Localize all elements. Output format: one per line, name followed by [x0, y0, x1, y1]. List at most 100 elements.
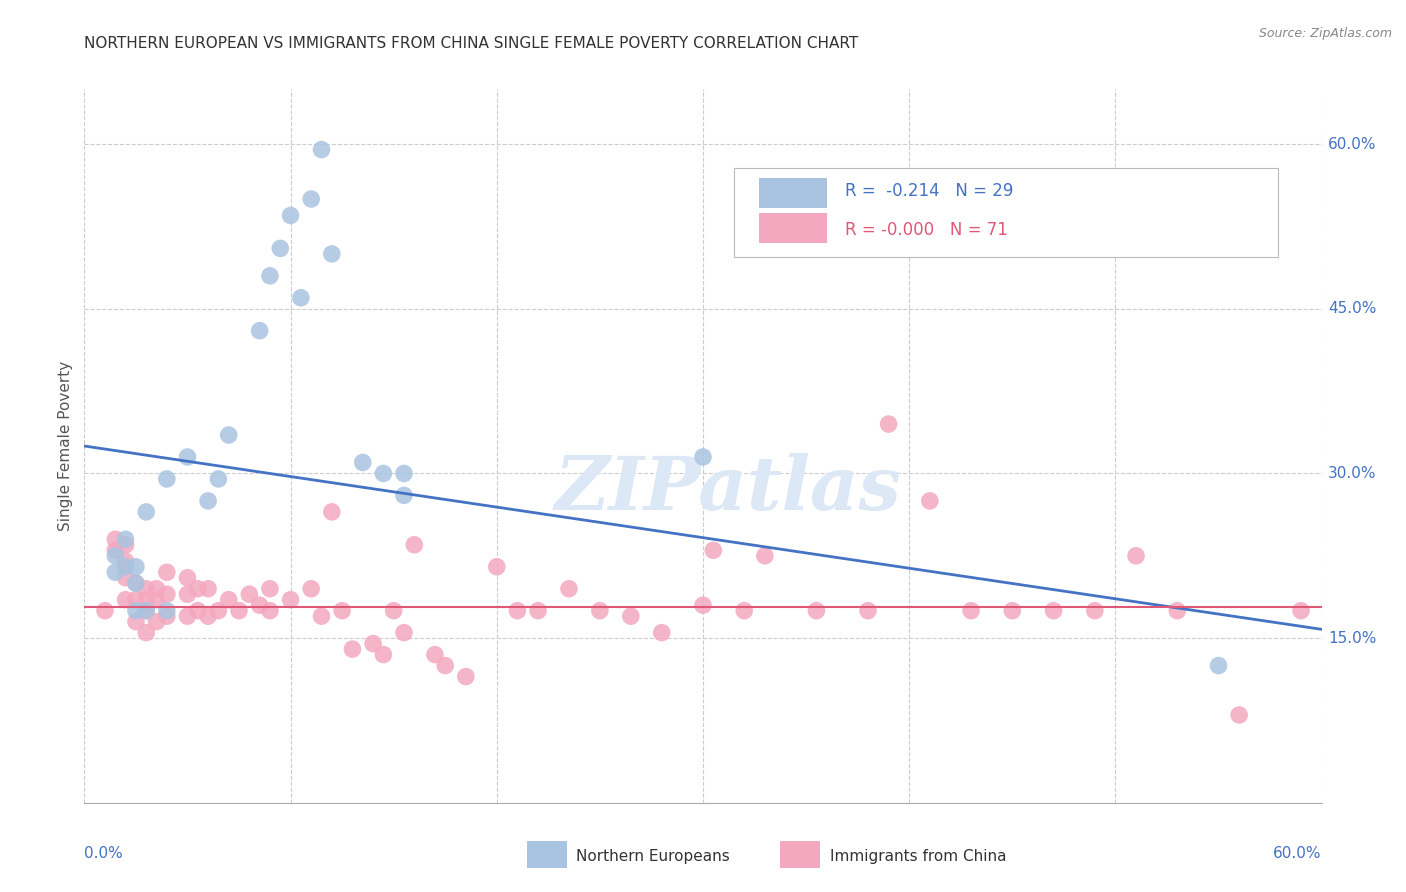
- Point: [135, 592, 157, 607]
- Point: [135, 582, 157, 596]
- Point: [135, 604, 157, 618]
- Point: [176, 609, 198, 624]
- Text: R =  -0.214   N = 29: R = -0.214 N = 29: [845, 182, 1014, 200]
- Point: [373, 467, 395, 481]
- Point: [856, 604, 879, 618]
- Point: [299, 582, 322, 596]
- Point: [1208, 658, 1230, 673]
- Point: [114, 554, 136, 568]
- Point: [404, 538, 426, 552]
- Bar: [759, 212, 827, 243]
- Point: [197, 609, 219, 624]
- FancyBboxPatch shape: [734, 168, 1278, 257]
- Point: [125, 559, 148, 574]
- Point: [330, 604, 353, 618]
- Point: [506, 604, 529, 618]
- Point: [311, 143, 333, 157]
- Point: [94, 604, 117, 618]
- Point: [176, 571, 198, 585]
- Point: [259, 268, 281, 283]
- Point: [249, 598, 271, 612]
- Point: [259, 604, 281, 618]
- Point: [125, 592, 148, 607]
- Point: [806, 604, 828, 618]
- Point: [589, 604, 612, 618]
- Point: [527, 604, 550, 618]
- Point: [280, 209, 302, 223]
- Point: [114, 533, 136, 547]
- Point: [135, 625, 157, 640]
- Text: Source: ZipAtlas.com: Source: ZipAtlas.com: [1258, 27, 1392, 40]
- Point: [702, 543, 724, 558]
- Point: [187, 604, 209, 618]
- Point: [114, 592, 136, 607]
- Point: [207, 472, 229, 486]
- Point: [104, 543, 127, 558]
- Point: [156, 587, 179, 601]
- Point: [187, 582, 209, 596]
- Point: [125, 576, 148, 591]
- Point: [485, 559, 508, 574]
- Point: [1125, 549, 1147, 563]
- Point: [114, 559, 136, 574]
- Point: [392, 625, 415, 640]
- Point: [238, 587, 260, 601]
- Text: NORTHERN EUROPEAN VS IMMIGRANTS FROM CHINA SINGLE FEMALE POVERTY CORRELATION CHA: NORTHERN EUROPEAN VS IMMIGRANTS FROM CHI…: [84, 36, 859, 51]
- Point: [104, 566, 127, 580]
- Point: [156, 609, 179, 624]
- Point: [290, 291, 312, 305]
- Point: [434, 658, 457, 673]
- Point: [145, 592, 167, 607]
- Point: [454, 669, 477, 683]
- Point: [218, 428, 240, 442]
- Point: [382, 604, 405, 618]
- Text: R = -0.000   N = 71: R = -0.000 N = 71: [845, 221, 1008, 239]
- Text: 60.0%: 60.0%: [1327, 136, 1376, 152]
- Point: [361, 637, 384, 651]
- Point: [156, 472, 179, 486]
- Point: [125, 576, 148, 591]
- Point: [1042, 604, 1064, 618]
- Point: [321, 247, 343, 261]
- Point: [918, 494, 941, 508]
- Point: [156, 604, 179, 618]
- Text: Immigrants from China: Immigrants from China: [830, 849, 1007, 863]
- Point: [197, 582, 219, 596]
- Text: 0.0%: 0.0%: [84, 846, 124, 861]
- Point: [960, 604, 983, 618]
- Point: [754, 549, 776, 563]
- Point: [877, 417, 900, 431]
- Point: [620, 609, 643, 624]
- Point: [135, 604, 157, 618]
- Point: [392, 467, 415, 481]
- Point: [135, 505, 157, 519]
- Point: [423, 648, 446, 662]
- Point: [269, 241, 291, 255]
- Point: [207, 604, 229, 618]
- Point: [104, 533, 127, 547]
- Point: [1227, 708, 1250, 723]
- Text: 60.0%: 60.0%: [1274, 846, 1322, 861]
- Point: [104, 549, 127, 563]
- Point: [280, 592, 302, 607]
- Point: [299, 192, 322, 206]
- Point: [342, 642, 364, 657]
- Point: [311, 609, 333, 624]
- Point: [114, 571, 136, 585]
- Text: 45.0%: 45.0%: [1327, 301, 1376, 317]
- Point: [373, 648, 395, 662]
- Point: [651, 625, 673, 640]
- Point: [156, 566, 179, 580]
- Point: [321, 505, 343, 519]
- Y-axis label: Single Female Poverty: Single Female Poverty: [58, 361, 73, 531]
- Point: [259, 582, 281, 596]
- Point: [197, 494, 219, 508]
- Point: [1166, 604, 1188, 618]
- Point: [1289, 604, 1312, 618]
- Point: [352, 455, 374, 469]
- Bar: [759, 178, 827, 209]
- Point: [145, 615, 167, 629]
- Point: [176, 450, 198, 464]
- Point: [558, 582, 581, 596]
- Point: [1001, 604, 1024, 618]
